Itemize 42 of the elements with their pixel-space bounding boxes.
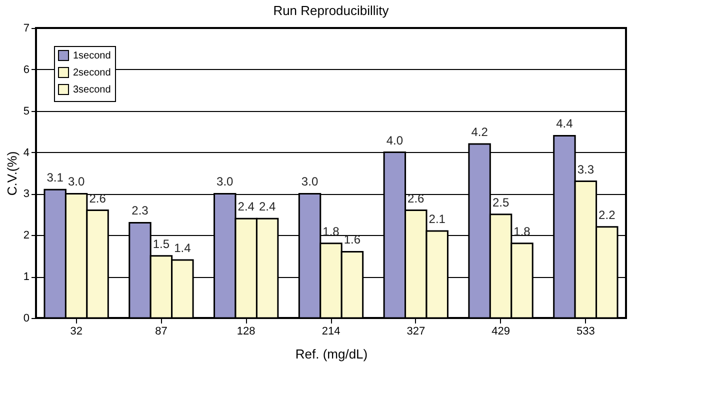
- y-tick-label: 6: [23, 64, 30, 76]
- data-label: 2.6: [408, 191, 425, 206]
- data-label: 3.0: [216, 174, 234, 189]
- y-tick-label: 0: [23, 312, 30, 324]
- data-label: 3.0: [301, 174, 318, 189]
- data-label: 2.4: [258, 200, 276, 214]
- data-label: 1.8: [322, 224, 340, 238]
- legend-label: 1second: [73, 50, 111, 62]
- y-tick-label: 2: [23, 230, 30, 242]
- y-tick-label: 7: [23, 22, 30, 34]
- x-tick-label: 214: [322, 326, 340, 338]
- y-axis-title: C.V.(%): [4, 151, 20, 196]
- x-tick-label: 429: [492, 326, 510, 338]
- data-label: 1.6: [344, 232, 361, 247]
- data-label: 2.5: [492, 195, 510, 210]
- data-label: 1.4: [174, 241, 192, 255]
- chart-title: Run Reproducibillity: [273, 3, 390, 18]
- data-label: 1.8: [514, 224, 531, 238]
- x-tick-label: 32: [70, 326, 82, 338]
- legend-label: 3second: [73, 84, 111, 96]
- data-label: 4.0: [386, 133, 404, 148]
- x-tick-label: 128: [236, 326, 256, 338]
- legend-label: 2second: [73, 68, 111, 78]
- data-label: 2.2: [598, 208, 616, 222]
- y-tick-label: 4: [23, 146, 30, 159]
- data-label: 4.2: [471, 125, 488, 139]
- y-tick-label: 1: [23, 271, 30, 284]
- data-label: 4.4: [556, 116, 574, 131]
- x-tick-label: 87: [155, 326, 168, 338]
- x-axis-title: Ref. (mg/dL): [295, 346, 368, 362]
- x-tick-label: 533: [576, 326, 595, 338]
- y-tick-label: 3: [23, 188, 30, 200]
- x-tick-label: 327: [406, 326, 426, 338]
- data-label: 3.1: [46, 170, 64, 185]
- data-label: 2.3: [132, 204, 149, 218]
- y-tick-label: 5: [23, 105, 30, 118]
- data-label: 1.5: [152, 236, 170, 251]
- data-label: 3.3: [577, 162, 594, 176]
- data-label: 3.0: [68, 174, 85, 189]
- data-label: 2.4: [238, 200, 255, 214]
- data-label: 2.6: [89, 191, 106, 206]
- data-label: 2.1: [428, 212, 446, 226]
